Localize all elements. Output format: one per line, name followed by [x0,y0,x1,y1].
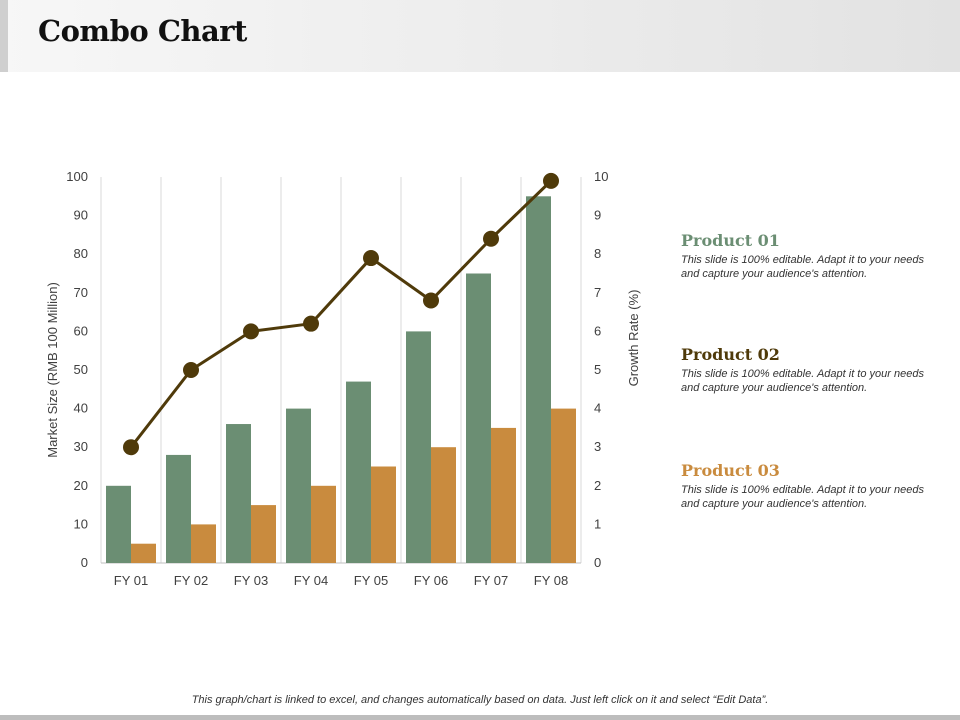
x-tick-label: FY 04 [294,573,328,588]
y-tick-label: 100 [66,169,88,184]
y-tick-label: 40 [74,401,88,416]
line-product-02 [129,179,553,449]
line-point [363,250,379,267]
y2-tick-label: 0 [594,555,601,570]
line-point [303,315,319,332]
x-tick-label: FY 01 [114,573,148,588]
line-point [423,292,439,309]
legend-product-03: Product 03 This slide is 100% editable. … [681,461,931,511]
bar-product-03 [431,447,456,563]
legend-product-03-heading: Product 03 [681,461,780,480]
y2-tick-label: 5 [594,362,601,377]
y2-tick-label: 10 [594,169,608,184]
bar-product-01 [406,331,431,563]
y-axis-title: Market Size (RMB 100 Million) [45,282,60,458]
footer-note: This graph/chart is linked to excel, and… [191,694,769,706]
y-tick-label: 90 [74,208,88,223]
bar-product-03 [131,543,156,563]
bar-product-03 [191,524,216,563]
bottom-bar [0,715,960,720]
legend-product-02-heading: Product 02 [681,345,780,364]
line-point [243,323,259,340]
bar-product-03 [491,427,516,563]
legend-product-02: Product 02 This slide is 100% editable. … [681,345,931,395]
bar-product-01 [526,196,551,564]
bar-product-01 [286,408,311,563]
x-tick-label: FY 07 [474,573,508,588]
legend-product-01-desc: This slide is 100% editable. Adapt it to… [681,254,924,280]
y-tick-label: 20 [74,478,88,493]
y-tick-label: 30 [74,439,88,454]
y-tick-label: 10 [74,516,88,531]
line-point [483,230,499,247]
legend-product-02-desc: This slide is 100% editable. Adapt it to… [681,368,924,394]
x-tick-label: FY 08 [534,573,568,588]
bar-product-03 [551,408,576,563]
bar-product-03 [371,466,396,563]
bar-product-01 [226,424,251,563]
title-accent [0,0,8,72]
y2-tick-label: 1 [594,516,601,531]
x-tick-label: FY 02 [174,573,208,588]
x-tick-label: FY 05 [354,573,388,588]
y-tick-label: 80 [74,246,88,261]
y-tick-label: 50 [74,362,88,377]
bar-product-03 [311,485,336,563]
bar-product-03 [251,505,276,563]
line-point [123,439,139,456]
bar-product-01 [346,381,371,563]
y-tick-label: 60 [74,323,88,338]
y2-tick-label: 3 [594,439,601,454]
y2-tick-label: 4 [594,401,601,416]
y2-tick-label: 7 [594,285,601,300]
y2-axis-title: Growth Rate (%) [626,290,641,387]
y2-tick-label: 2 [594,478,601,493]
bar-product-01 [166,454,191,563]
legend-product-03-desc: This slide is 100% editable. Adapt it to… [681,484,924,510]
bar-product-01 [466,273,491,563]
y2-tick-label: 8 [594,246,601,261]
page-title: Combo Chart [38,14,247,48]
x-tick-label: FY 06 [414,573,448,588]
y2-tick-label: 6 [594,323,601,338]
title-bar: Combo Chart [0,0,960,72]
x-tick-label: FY 03 [234,573,268,588]
line-point [183,362,199,378]
bar-product-01 [106,485,131,563]
y-tick-label: 70 [74,285,88,300]
y-tick-label: 0 [81,555,88,570]
line-point [543,172,559,189]
legend-product-01: Product 01 This slide is 100% editable. … [681,231,931,281]
y2-tick-label: 9 [594,208,601,223]
legend-product-01-heading: Product 01 [681,231,780,250]
